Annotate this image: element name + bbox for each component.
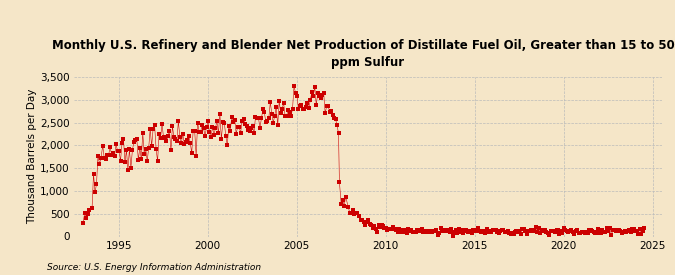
Text: Source: U.S. Energy Information Administration: Source: U.S. Energy Information Administ… [47,263,261,272]
Y-axis label: Thousand Barrels per Day: Thousand Barrels per Day [27,89,37,224]
Title: Monthly U.S. Refinery and Blender Net Production of Distillate Fuel Oil, Greater: Monthly U.S. Refinery and Blender Net Pr… [53,39,675,69]
